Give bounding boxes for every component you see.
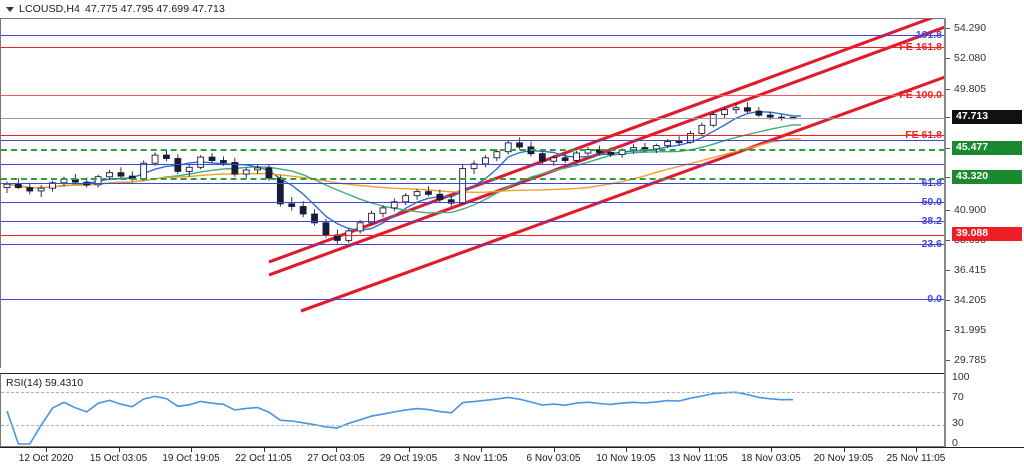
level-line	[1, 298, 944, 300]
time-tick-mark	[46, 448, 47, 452]
rsi-series-layer	[6, 391, 794, 445]
price-tick: 31.995	[946, 324, 986, 336]
price-tick: 36.415	[946, 264, 986, 276]
rsi-tick: 100	[952, 371, 970, 383]
level-line	[1, 135, 944, 137]
time-tick-label: 3 Nov 11:05	[454, 453, 508, 464]
time-tick-label: 25 Nov 11:05	[886, 453, 946, 464]
rsi-level-30-line	[1, 425, 944, 426]
rsi-indicator-label: RSI(14) 59.4310	[6, 377, 84, 389]
time-tick-label: 29 Oct 19:05	[379, 453, 438, 464]
level-label: 38.2	[921, 215, 942, 228]
time-tick-mark	[553, 448, 555, 452]
time-tick-mark	[336, 448, 337, 452]
time-tick-label: 27 Oct 03:05	[307, 453, 365, 464]
level-line	[1, 148, 944, 151]
time-axis[interactable]: 12 Oct 2020 15 Oct 03:05 19 Oct 19:05 22 Oc…	[0, 447, 1024, 470]
price-badge: 47.713	[952, 110, 1022, 125]
level-label: FE 100.0	[899, 88, 942, 101]
time-tick-label: 18 Nov 03:05	[741, 453, 801, 464]
time-tick-label: 20 Nov 19:05	[813, 453, 874, 464]
pane-divider	[0, 368, 944, 373]
level-line	[1, 202, 944, 204]
chart-header: LCOUSD,H4 47.775 47.795 47.699 47.713	[0, 0, 1024, 18]
price-chart-pane[interactable]: 161.8 FE 161.8 FE 100.0 FE 61.8 61.8 50.0 38.2…	[0, 18, 944, 368]
time-tick-mark	[843, 448, 845, 452]
level-line	[1, 244, 944, 246]
time-tick-mark	[626, 448, 627, 452]
level-line	[1, 221, 944, 223]
time-tick-label: 13 Nov 11:05	[669, 453, 728, 464]
rsi-tick: 0	[952, 437, 958, 449]
price-badge: 45.477	[952, 140, 1022, 155]
level-label: FE 161.8	[899, 40, 942, 53]
time-tick-mark	[191, 448, 192, 452]
time-tick-mark	[698, 448, 700, 452]
level-line	[1, 140, 944, 142]
level-line	[1, 46, 944, 48]
level-line	[1, 163, 944, 165]
level-label: FE 61.8	[905, 129, 942, 142]
time-tick-label: 6 Nov 03:05	[526, 453, 581, 464]
time-tick-mark	[118, 448, 120, 452]
level-label: 0.0	[927, 292, 942, 305]
price-tick: 54.290	[946, 22, 986, 34]
chevron-down-icon[interactable]	[6, 6, 14, 12]
time-tick-label: 15 Oct 03:05	[89, 453, 148, 464]
rsi-chart-pane[interactable]	[0, 373, 944, 447]
time-tick-label: 10 Nov 19:05	[596, 453, 656, 464]
level-line	[1, 235, 944, 237]
level-line	[1, 177, 944, 180]
price-tick: 34.205	[946, 294, 986, 306]
price-series-layer	[3, 19, 944, 313]
rsi-tick: 30	[952, 417, 964, 430]
time-tick-mark	[771, 448, 772, 452]
ohlc-values: 47.775 47.795 47.699 47.713	[85, 3, 225, 15]
level-line	[1, 94, 944, 96]
level-label: 50.0	[921, 196, 942, 209]
time-tick-mark	[916, 448, 917, 452]
price-badge: 39.088	[952, 227, 1022, 242]
time-tick-label: 19 Oct 19:05	[162, 453, 220, 464]
price-tick: 52.080	[946, 52, 986, 64]
price-axis[interactable]: 54.290 52.080 49.805 47.713 45.477 43.320 40.9…	[944, 18, 1024, 449]
time-tick-mark	[408, 448, 410, 452]
level-label: 161.8	[915, 29, 942, 42]
time-tick-mark	[481, 448, 482, 452]
rsi-level-70-line	[1, 392, 944, 393]
price-tick: 49.805	[946, 83, 986, 95]
time-tick-mark	[263, 448, 265, 452]
level-label: 61.8	[921, 176, 942, 189]
symbol-label: LCOUSD,H4	[19, 3, 80, 15]
level-line	[1, 182, 944, 184]
price-tick: 40.900	[946, 204, 986, 216]
level-label: 23.6	[921, 238, 942, 251]
level-line	[1, 118, 944, 120]
price-tick: 29.785	[946, 354, 986, 366]
price-badge: 43.320	[952, 169, 1022, 184]
time-tick-label: 12 Oct 2020	[18, 453, 74, 464]
time-tick-label: 22 Oct 11:05	[235, 453, 292, 464]
rsi-tick: 70	[952, 390, 964, 403]
level-line	[1, 35, 944, 37]
